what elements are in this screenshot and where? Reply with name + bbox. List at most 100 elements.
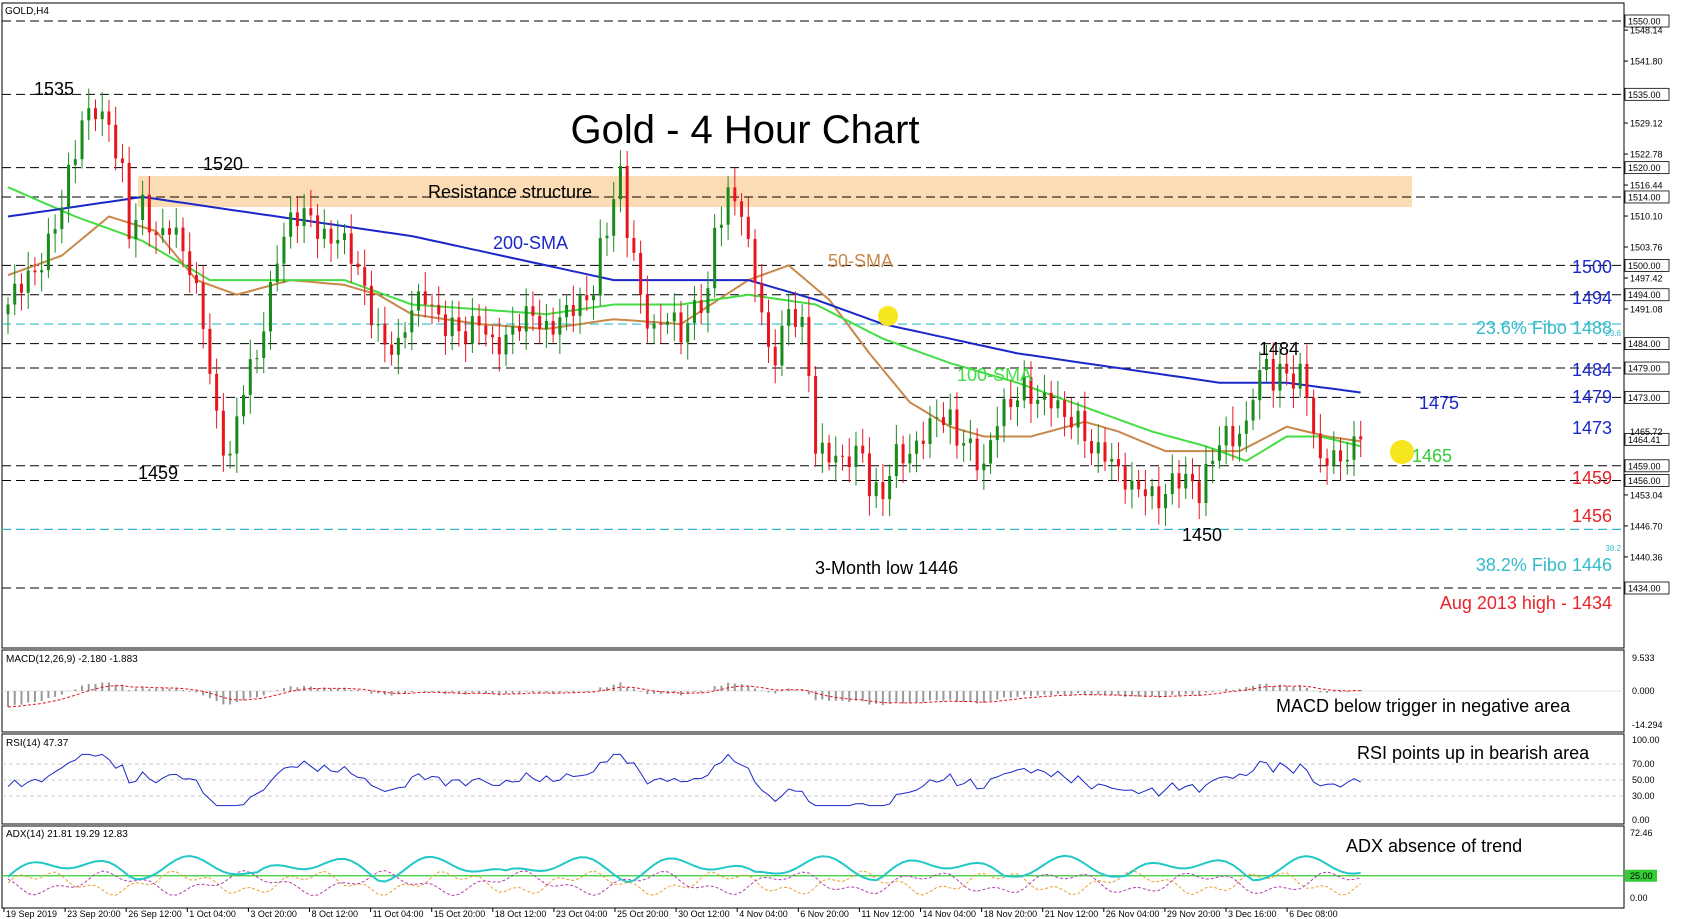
adx-main-line [7,854,1361,884]
time-tick-label: 15 Oct 20:00 [434,909,486,919]
level-label-1494: 1494 [1572,288,1612,308]
macd-axis-label: -14.294 [1632,720,1663,730]
candle-body [1325,458,1329,466]
candle-body [820,442,824,454]
price-tag-label: 1479.00 [1628,364,1661,374]
candle-body [686,322,690,343]
annotation-1475: 1475 [1419,393,1459,413]
candle-body [1258,370,1262,401]
price-tag-label: 1459.00 [1628,461,1661,471]
indicator-axes: 9.533 0.000 -14.294 100.00 70.00 50.00 30.00 0.… [1625,653,1663,903]
price-tag-box [1624,581,1670,595]
candle-body [753,239,757,283]
time-tick-label: 26 Sep 12:00 [128,909,182,919]
candle-body [1312,397,1316,434]
candle-body [60,207,64,230]
price-tick-label: 1516.44 [1630,181,1663,191]
level-label-1479: 1479 [1572,387,1612,407]
candle-body [168,228,172,235]
rsi-axis-label: 30.00 [1632,791,1655,801]
candle-body [511,325,515,335]
candle-body [1076,410,1080,428]
price-tick-label: 1503.76 [1630,243,1663,253]
candle-body [390,344,394,355]
candle-body [672,312,676,322]
price-tick-label: 1465.72 [1630,427,1663,437]
candle-body [1130,480,1134,490]
adx-plus-di-line [7,869,1362,896]
candle-body [793,309,797,327]
candle-body [430,304,434,306]
candle-body [517,325,521,332]
candle-body [194,275,198,284]
candle-body [733,187,737,202]
candle-body [383,323,387,345]
candle-body [1332,450,1336,466]
macd-signal-line [7,684,1361,708]
adx-level-tag [1625,869,1657,882]
price-tag-box [1624,459,1670,473]
macd-axis-label: 9.533 [1632,653,1655,663]
price-tick-label: 1541.80 [1630,57,1663,67]
candle-body [888,476,892,500]
resistance-band [138,176,1412,207]
candle-body [1238,433,1242,447]
candle-body [1164,493,1168,509]
candle-body [497,337,501,355]
adx-indicator [2,854,1624,897]
candle-body [612,199,616,236]
candle-body [982,463,986,471]
candle-body [188,251,192,276]
level-label-1456: 1456 [1572,506,1612,526]
candle-body [208,328,212,374]
price-tag-label: 1484.00 [1628,339,1661,349]
candle-body [316,215,320,239]
candle-body [1022,377,1026,401]
time-tick-label: 18 Nov 20:00 [984,909,1038,919]
annotation-1465: 1465 [1412,446,1452,466]
candle-body [800,316,804,327]
candle-body [1291,373,1295,389]
candle-body [834,455,838,463]
candle-body [632,237,636,253]
candle-body [443,314,447,337]
price-tag-label: 1434.00 [1628,584,1661,594]
candle-body [53,229,57,234]
candle-body [417,291,421,311]
candle-body [410,310,414,333]
candle-body [935,417,939,419]
candle-body [592,295,596,301]
candle-body [349,233,353,264]
price-tag-label: 1520.00 [1628,163,1661,173]
time-tick-label: 8 Oct 12:00 [312,909,359,919]
annotation-1535: 1535 [34,79,74,99]
candle-body [174,227,178,235]
candle-body [1157,486,1161,509]
fibo-tag-38: 38.2 [1605,544,1621,553]
candle-body [242,394,246,417]
adx-header: ADX(14) 21.81 19.29 12.83 [6,829,128,840]
candle-body [531,306,535,316]
candle-body [1359,436,1363,440]
price-tag-label: 1514.00 [1628,192,1661,202]
candle-body [1251,400,1255,421]
candle-body [989,440,993,464]
fibo-tag-23: 23.6 [1605,329,1621,338]
candle-body [780,325,784,366]
candle-body [941,417,945,425]
candle-body [854,445,858,467]
candle-body [302,208,306,227]
sma200-line [7,195,1361,394]
candle-body [1056,400,1060,409]
price-tick-label: 1522.78 [1630,150,1663,160]
annotation-3-month-low: 3-Month low 1446 [815,558,958,578]
macd-note: MACD below trigger in negative area [1276,696,1571,716]
candle-body [773,346,777,366]
candle-body [975,438,979,471]
candle-body [551,320,555,335]
candle-body [470,316,474,344]
time-axis: 19 Sep 2019 23 Sep 20:00 26 Sep 12:00 1 Oct… [3,908,1338,919]
candle-body [1009,398,1013,408]
time-tick-label: 29 Nov 20:00 [1167,909,1221,919]
time-tick-label: 14 Nov 04:00 [923,909,977,919]
